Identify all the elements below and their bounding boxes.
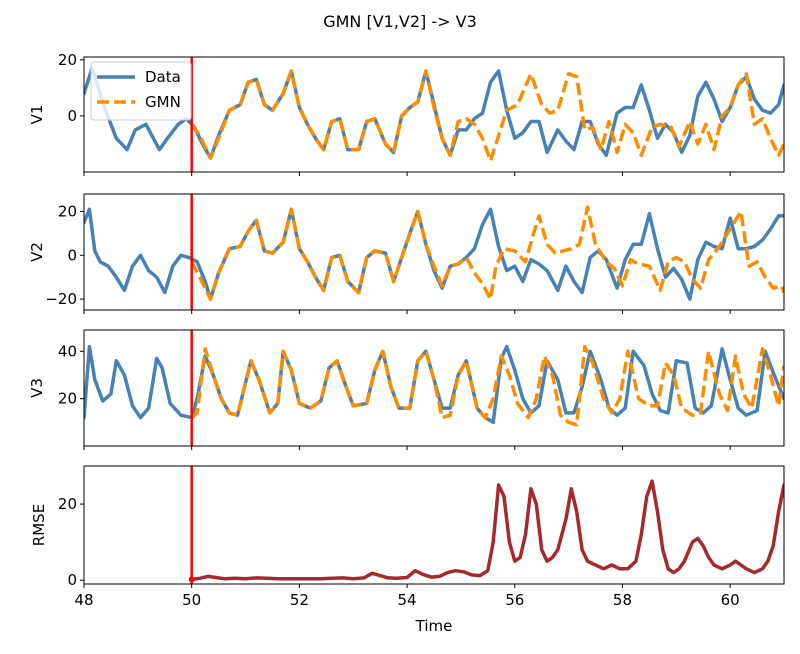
panels: 0 20 V1 Data GMN −20 0 20 V2 20 40 V3 0 20 48 50 52 54 56 5… [28, 51, 785, 635]
figure-title: GMN [V1,V2] -> V3 [323, 12, 477, 31]
x-tick-label: 54 [398, 591, 417, 609]
y-tick-label: 0 [67, 246, 77, 264]
y-tick-label: 20 [58, 51, 77, 69]
plot-area [84, 344, 784, 427]
plot-area [189, 479, 784, 582]
y-tick-label: −20 [45, 290, 77, 308]
panel-rmse: 0 20 48 50 52 54 56 58 60 RMSE Time [30, 465, 785, 635]
y-tick-label: 40 [58, 342, 77, 360]
x-tick-label: 58 [613, 591, 632, 609]
series-line-gmn [190, 205, 784, 301]
x-tick-label: 50 [182, 591, 201, 609]
plot-frame [83, 465, 785, 585]
y-axis-label: RMSE [30, 504, 48, 546]
x-tick-label: 60 [721, 591, 740, 609]
series-line-data [84, 207, 784, 301]
x-tick-label: 52 [290, 591, 309, 609]
y-axis-label: V2 [28, 242, 46, 262]
y-tick-label: 0 [67, 107, 77, 125]
series-line-gmn [190, 69, 784, 163]
y-tick-label: 0 [67, 571, 77, 589]
plot-frame [83, 193, 785, 311]
x-tick-label: 48 [74, 591, 93, 609]
panel-v2: −20 0 20 V2 [28, 193, 785, 314]
legend: Data GMN [90, 61, 192, 121]
y-axis-label: V3 [28, 378, 46, 398]
y-tick-label: 20 [58, 390, 77, 408]
panel-v1: 0 20 V1 Data GMN [28, 51, 785, 176]
y-tick-label: 20 [58, 495, 77, 513]
y-tick-label: 20 [58, 203, 77, 221]
plot-frame [83, 329, 785, 447]
legend-label-data: Data [145, 68, 181, 86]
x-tick-label: 56 [505, 591, 524, 609]
plot-area [84, 66, 784, 163]
panel-v3: 20 40 V3 [28, 329, 785, 450]
series-line-data [84, 344, 784, 425]
legend-label-gmn: GMN [145, 93, 181, 111]
y-axis-label: V1 [28, 105, 46, 125]
forecast-start-point [188, 576, 195, 583]
series-line-gmn [190, 344, 784, 427]
plot-area [84, 205, 784, 301]
series-line-rmse [189, 479, 784, 582]
plot-frame [83, 56, 785, 173]
x-axis-label: Time [415, 617, 453, 635]
